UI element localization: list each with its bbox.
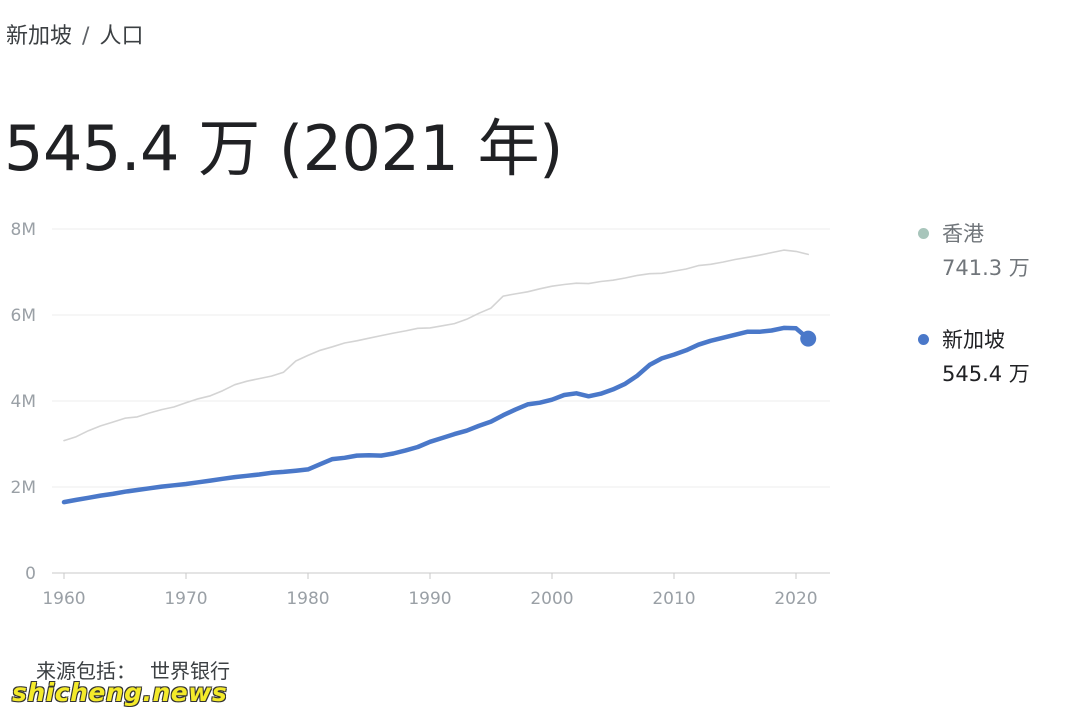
- x-tick-label: 2010: [652, 589, 695, 609]
- population-line-chart[interactable]: 0 2M 4M 6M 8M 1960 1970 1980 1990 2000 2010 2020: [0, 200, 860, 620]
- source-label: 来源包括：: [36, 659, 136, 683]
- y-tick-label: 0: [25, 564, 36, 584]
- breadcrumb: 新加坡 / 人口: [6, 18, 143, 50]
- singapore-latest-point: [800, 330, 817, 347]
- y-tick-label: 2M: [11, 478, 36, 498]
- x-tick-label: 1970: [164, 589, 207, 609]
- x-tick-label: 1960: [42, 589, 85, 609]
- legend-item-hong-kong[interactable]: 香港 741.3 万: [918, 218, 1030, 282]
- series-line-hong-kong: [63, 249, 810, 442]
- series-line-singapore: [61, 325, 811, 505]
- x-tick-label: 2020: [774, 589, 817, 609]
- legend-label-hong-kong: 香港: [942, 222, 984, 246]
- watermark: shicheng.news: [12, 678, 228, 707]
- legend-value-singapore: 545.4 万: [942, 362, 1030, 386]
- legend-item-singapore[interactable]: 新加坡 545.4 万: [918, 324, 1030, 388]
- legend-value-hong-kong: 741.3 万: [942, 256, 1030, 280]
- breadcrumb-country[interactable]: 新加坡: [6, 24, 73, 49]
- legend-dot-singapore: [918, 333, 929, 345]
- y-tick-label: 4M: [11, 392, 36, 412]
- legend-dot-hong-kong: [918, 227, 929, 239]
- headline-value: 545.4 万 (2021 年): [4, 112, 563, 185]
- breadcrumb-separator: /: [82, 24, 90, 49]
- x-tick-label: 1990: [408, 589, 451, 609]
- data-source: 来源包括： 世界银行: [36, 655, 230, 684]
- legend-label-singapore: 新加坡: [942, 328, 1005, 352]
- source-link-world-bank[interactable]: 世界银行: [150, 659, 230, 683]
- y-tick-label: 8M: [11, 220, 36, 240]
- breadcrumb-topic: 人口: [99, 24, 144, 49]
- x-tick-label: 1980: [286, 589, 329, 609]
- x-tick-label: 2000: [530, 589, 573, 609]
- y-tick-label: 6M: [11, 306, 36, 326]
